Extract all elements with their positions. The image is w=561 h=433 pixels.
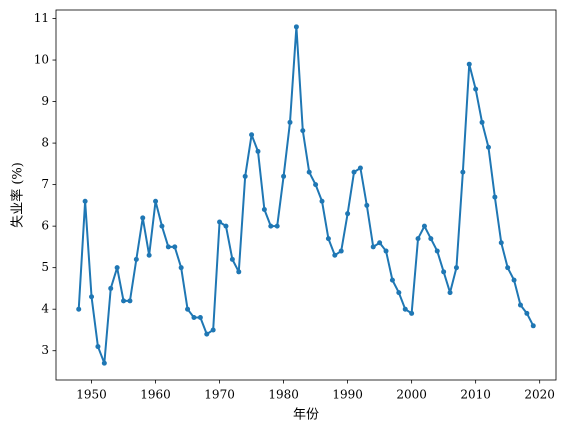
y-tick-label: 11 [34,11,49,25]
data-point [101,360,107,366]
x-tick-label: 1970 [204,388,235,402]
data-point [389,277,395,283]
data-point [268,223,274,229]
data-point [76,306,82,312]
data-point [415,236,421,242]
data-point [460,169,466,175]
data-point [338,248,344,254]
x-tick-label: 2010 [460,388,491,402]
data-point [191,315,197,321]
data-point [306,169,312,175]
x-tick-label: 1950 [76,388,107,402]
x-axis-label: 年份 [293,408,319,423]
data-point [281,173,287,179]
data-point [293,24,299,30]
data-point [325,236,331,242]
x-tick-label: 2020 [524,388,555,402]
data-point [255,148,261,154]
data-point [383,248,389,254]
data-point [274,223,280,229]
data-point [242,173,248,179]
data-point [511,277,517,283]
data-point [114,265,120,271]
data-point [197,315,203,321]
x-tick-label: 2000 [396,388,427,402]
data-point [453,265,459,271]
data-point [345,211,351,217]
data-point [485,144,491,150]
data-point [313,182,319,188]
data-point [165,244,171,250]
data-point [121,298,127,304]
y-tick-label: 10 [34,53,49,67]
x-tick-label: 1980 [268,388,299,402]
data-point [172,244,178,250]
data-point [127,298,133,304]
data-point [146,252,152,258]
data-point [351,169,357,175]
data-point [370,244,376,250]
data-point [204,331,210,337]
data-point [140,215,146,221]
data-point [396,290,402,296]
data-point [108,285,114,291]
data-point [210,327,216,333]
data-point [319,198,325,204]
data-point [159,223,165,229]
data-point [217,219,223,225]
data-point [530,323,536,329]
data-point [377,240,383,246]
data-point [524,310,530,316]
data-point [185,306,191,312]
data-point [357,165,363,171]
data-point [236,269,242,275]
data-point [441,269,447,275]
data-point [89,294,95,300]
data-point [133,256,139,262]
y-tick-label: 6 [41,219,49,233]
data-point [300,128,306,134]
y-tick-label: 5 [41,260,49,274]
data-point [261,207,267,213]
data-point [153,198,159,204]
data-point [409,310,415,316]
data-point [505,265,511,271]
y-tick-label: 7 [41,177,49,191]
y-tick-label: 9 [41,94,49,108]
data-point [223,223,229,229]
y-tick-label: 3 [41,343,49,357]
data-point [364,202,370,208]
data-point [402,306,408,312]
data-point [498,240,504,246]
y-axis-label: 失业率 (%) [10,162,26,228]
data-point [492,194,498,200]
data-point [473,86,479,92]
data-point [479,119,485,125]
data-point [466,61,472,67]
data-point [517,302,523,308]
data-point [82,198,88,204]
x-tick-label: 1990 [332,388,363,402]
y-tick-label: 4 [41,302,49,316]
x-tick-label: 1960 [140,388,171,402]
y-tick-label: 8 [41,136,49,150]
data-point [332,252,338,258]
plot-frame [55,9,557,381]
data-point [229,256,235,262]
data-point [447,290,453,296]
data-point [434,248,440,254]
data-point [249,132,255,138]
data-point [287,119,293,125]
data-point [421,223,427,229]
data-point [428,236,434,242]
data-point [95,344,101,350]
series-line [77,25,535,365]
data-point [178,265,184,271]
